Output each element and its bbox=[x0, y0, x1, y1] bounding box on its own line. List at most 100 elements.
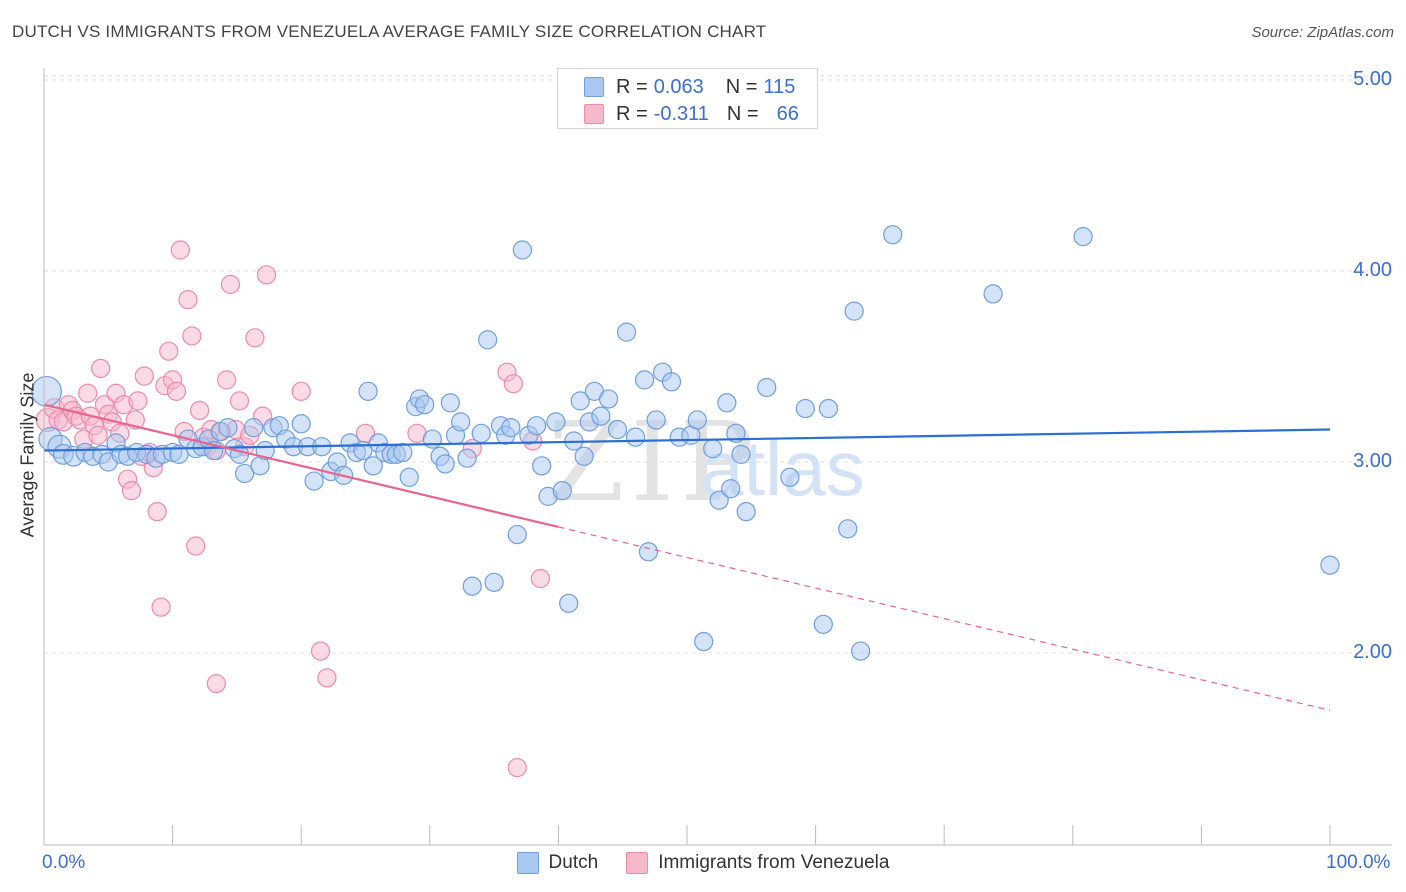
venezuela-point bbox=[256, 265, 277, 285]
dutch-point bbox=[850, 641, 871, 661]
y-tick-label: 3.00 bbox=[1353, 450, 1392, 472]
legend-r-value-dutch: 0.063 bbox=[653, 75, 704, 98]
axis-layer bbox=[43, 68, 1392, 846]
dutch-point bbox=[661, 372, 682, 392]
chart-source: Source: ZipAtlas.com bbox=[1251, 24, 1394, 41]
legend-swatch-venezuela bbox=[584, 104, 604, 124]
venezuela-point bbox=[147, 502, 167, 522]
dutch-point bbox=[471, 423, 491, 443]
dutch-point bbox=[731, 444, 751, 464]
venezuela-point bbox=[291, 381, 311, 401]
dutch-point bbox=[552, 481, 572, 501]
dutch-point bbox=[507, 524, 527, 545]
dutch-point bbox=[435, 454, 455, 474]
dutch-point bbox=[574, 446, 594, 466]
venezuela-point bbox=[128, 391, 148, 411]
venezuela-points bbox=[35, 240, 551, 778]
dutch-point bbox=[243, 418, 264, 438]
venezuela-point bbox=[245, 328, 265, 348]
dutch-point bbox=[478, 330, 498, 350]
dutch-point bbox=[983, 284, 1003, 304]
dutch-point bbox=[358, 381, 378, 401]
venezuela-point bbox=[159, 341, 179, 361]
series-legend: Dutch Immigrants from Venezuela bbox=[0, 852, 1406, 874]
y-tick-label: 5.00 bbox=[1353, 68, 1392, 90]
series-swatch-venezuela bbox=[626, 852, 649, 874]
dutch-point bbox=[883, 225, 903, 245]
venezuela-trend-extension bbox=[558, 526, 1331, 711]
dutch-point bbox=[363, 456, 383, 476]
venezuela-point bbox=[503, 374, 524, 394]
dutch-point bbox=[780, 467, 800, 487]
y-tick-label: 2.00 bbox=[1353, 641, 1392, 663]
dutch-point bbox=[512, 240, 533, 260]
dutch-point bbox=[813, 614, 833, 634]
venezuela-point bbox=[189, 400, 210, 421]
venezuela-point bbox=[90, 358, 111, 379]
legend-r-label: R = bbox=[616, 75, 648, 98]
dutch-point bbox=[532, 456, 552, 476]
legend-r-value-venezuela: -0.311 bbox=[653, 102, 709, 125]
dutch-point bbox=[304, 471, 324, 491]
venezuela-point bbox=[229, 391, 250, 411]
dutch-point bbox=[844, 301, 864, 321]
legend-swatch-dutch bbox=[584, 77, 604, 97]
legend-n-value-dutch: 115 bbox=[763, 75, 796, 98]
y-axis-title: Average Family Size bbox=[17, 372, 38, 538]
venezuela-trend-line bbox=[43, 403, 559, 529]
dutch-point bbox=[726, 423, 746, 443]
x-tick-label-max: 100.0% bbox=[1326, 852, 1391, 873]
dutch-point bbox=[526, 416, 547, 436]
venezuela-point bbox=[182, 326, 202, 346]
dutch-trend-line bbox=[43, 428, 1331, 452]
dutch-point bbox=[501, 418, 521, 438]
venezuela-point bbox=[317, 668, 337, 688]
chart-title: DUTCH VS IMMIGRANTS FROM VENEZUELA AVERA… bbox=[12, 22, 767, 41]
dutch-point bbox=[484, 572, 504, 592]
series-legend-dutch: Dutch bbox=[516, 852, 598, 874]
venezuela-point bbox=[78, 383, 98, 403]
series-swatch-dutch bbox=[516, 852, 539, 874]
venezuela-point bbox=[134, 366, 154, 386]
dutch-point bbox=[591, 406, 611, 426]
legend-row-dutch: R = 0.063 N = 115 bbox=[584, 75, 795, 99]
venezuela-point bbox=[178, 290, 198, 310]
legend-n-label: N = bbox=[725, 75, 758, 98]
legend-n-value-venezuela: 66 bbox=[776, 102, 799, 125]
venezuela-point bbox=[166, 381, 187, 401]
dutch-point bbox=[736, 502, 756, 522]
dutch-point bbox=[462, 576, 482, 596]
dutch-point bbox=[415, 395, 435, 415]
dutch-point bbox=[757, 377, 777, 398]
dutch-point bbox=[598, 389, 619, 409]
legend-row-venezuela: R = -0.311 N = 66 bbox=[584, 102, 799, 126]
venezuela-point bbox=[151, 597, 171, 617]
dutch-point bbox=[818, 398, 839, 419]
venezuela-point bbox=[310, 641, 331, 661]
dutch-point bbox=[451, 412, 471, 432]
dutch-point bbox=[616, 322, 637, 342]
venezuela-point bbox=[206, 673, 226, 694]
dutch-point bbox=[646, 410, 666, 430]
dutch-point bbox=[638, 542, 659, 562]
dutch-point bbox=[634, 370, 655, 390]
grid-layer bbox=[44, 75, 1392, 654]
dutch-point bbox=[570, 391, 590, 411]
venezuela-point bbox=[507, 757, 527, 778]
venezuela-point bbox=[121, 481, 142, 501]
dutch-point bbox=[694, 631, 714, 652]
dutch-point bbox=[721, 479, 741, 499]
dutch-point bbox=[687, 410, 707, 430]
dutch-point bbox=[399, 467, 419, 487]
venezuela-point bbox=[88, 425, 108, 445]
legend-n-label: N = bbox=[726, 102, 759, 125]
dutch-point bbox=[218, 418, 238, 438]
y-tick-label: 4.00 bbox=[1353, 259, 1392, 281]
dutch-point bbox=[1073, 226, 1093, 247]
venezuela-point bbox=[186, 536, 206, 556]
correlation-legend: R = 0.063 N = 115 R = -0.311 N = 66 bbox=[557, 68, 818, 129]
dutch-point bbox=[607, 419, 628, 440]
venezuela-point bbox=[530, 568, 551, 589]
series-legend-venezuela: Immigrants from Venezuela bbox=[626, 852, 889, 874]
